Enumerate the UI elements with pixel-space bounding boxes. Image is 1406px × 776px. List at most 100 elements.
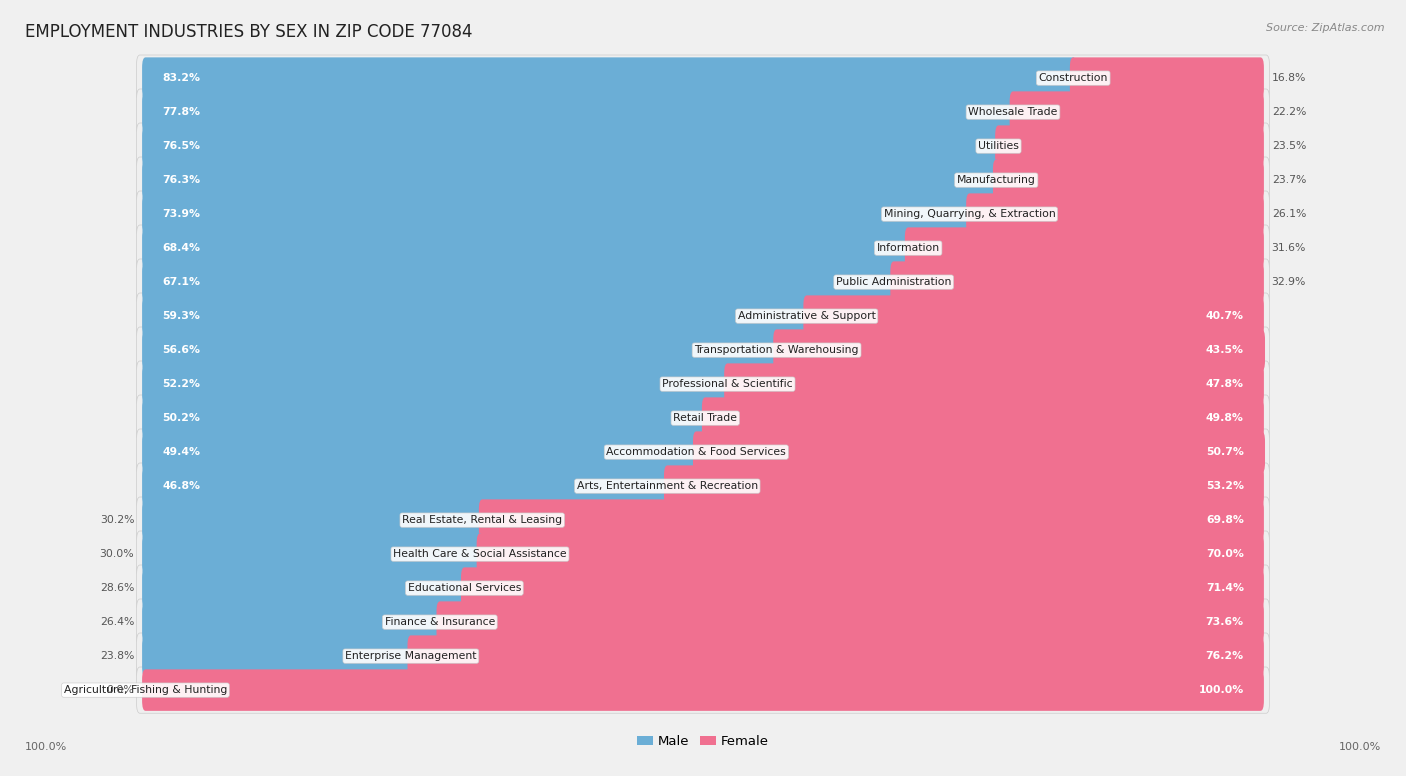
Text: 52.2%: 52.2% bbox=[162, 379, 200, 389]
FancyBboxPatch shape bbox=[142, 92, 1017, 133]
FancyBboxPatch shape bbox=[477, 533, 1264, 575]
Text: Retail Trade: Retail Trade bbox=[673, 413, 737, 423]
FancyBboxPatch shape bbox=[142, 296, 810, 337]
FancyBboxPatch shape bbox=[136, 633, 1270, 679]
Text: 50.7%: 50.7% bbox=[1206, 447, 1244, 457]
Text: 23.8%: 23.8% bbox=[100, 651, 135, 661]
Text: Accommodation & Food Services: Accommodation & Food Services bbox=[606, 447, 786, 457]
FancyBboxPatch shape bbox=[136, 395, 1270, 442]
FancyBboxPatch shape bbox=[890, 262, 1264, 303]
Text: Manufacturing: Manufacturing bbox=[957, 175, 1036, 185]
FancyBboxPatch shape bbox=[136, 463, 1270, 509]
FancyBboxPatch shape bbox=[142, 466, 671, 507]
Text: 28.6%: 28.6% bbox=[100, 583, 135, 593]
Text: Transportation & Warehousing: Transportation & Warehousing bbox=[695, 345, 859, 355]
FancyBboxPatch shape bbox=[136, 55, 1270, 101]
Text: 69.8%: 69.8% bbox=[1206, 515, 1244, 525]
FancyBboxPatch shape bbox=[142, 670, 1264, 711]
FancyBboxPatch shape bbox=[136, 157, 1270, 203]
Text: 50.2%: 50.2% bbox=[162, 413, 200, 423]
FancyBboxPatch shape bbox=[136, 327, 1270, 373]
Text: 71.4%: 71.4% bbox=[1206, 583, 1244, 593]
Text: Professional & Scientific: Professional & Scientific bbox=[662, 379, 793, 389]
FancyBboxPatch shape bbox=[142, 329, 780, 371]
Text: 16.8%: 16.8% bbox=[1271, 73, 1306, 83]
FancyBboxPatch shape bbox=[136, 191, 1270, 237]
FancyBboxPatch shape bbox=[142, 57, 1077, 99]
Text: Enterprise Management: Enterprise Management bbox=[344, 651, 477, 661]
Text: 49.4%: 49.4% bbox=[162, 447, 200, 457]
Text: 30.0%: 30.0% bbox=[100, 549, 135, 559]
FancyBboxPatch shape bbox=[408, 636, 1264, 677]
Text: Source: ZipAtlas.com: Source: ZipAtlas.com bbox=[1267, 23, 1385, 33]
Text: 76.5%: 76.5% bbox=[162, 141, 200, 151]
Text: 67.1%: 67.1% bbox=[162, 277, 200, 287]
Text: 0.0%: 0.0% bbox=[107, 685, 135, 695]
Text: Administrative & Support: Administrative & Support bbox=[738, 311, 876, 321]
FancyBboxPatch shape bbox=[142, 227, 911, 268]
Text: EMPLOYMENT INDUSTRIES BY SEX IN ZIP CODE 77084: EMPLOYMENT INDUSTRIES BY SEX IN ZIP CODE… bbox=[25, 23, 472, 41]
FancyBboxPatch shape bbox=[136, 667, 1270, 713]
FancyBboxPatch shape bbox=[136, 531, 1270, 577]
FancyBboxPatch shape bbox=[905, 227, 1264, 268]
FancyBboxPatch shape bbox=[702, 397, 1264, 439]
FancyBboxPatch shape bbox=[142, 431, 700, 473]
Text: Mining, Quarrying, & Extraction: Mining, Quarrying, & Extraction bbox=[883, 209, 1056, 219]
Text: Health Care & Social Assistance: Health Care & Social Assistance bbox=[394, 549, 567, 559]
Text: Utilities: Utilities bbox=[979, 141, 1019, 151]
FancyBboxPatch shape bbox=[479, 500, 1264, 541]
Text: Agriculture, Fishing & Hunting: Agriculture, Fishing & Hunting bbox=[63, 685, 228, 695]
Text: Real Estate, Rental & Leasing: Real Estate, Rental & Leasing bbox=[402, 515, 562, 525]
FancyBboxPatch shape bbox=[142, 500, 485, 541]
Text: 49.8%: 49.8% bbox=[1206, 413, 1244, 423]
Text: 56.6%: 56.6% bbox=[162, 345, 200, 355]
Text: 70.0%: 70.0% bbox=[1206, 549, 1244, 559]
FancyBboxPatch shape bbox=[142, 193, 973, 235]
Text: Public Administration: Public Administration bbox=[837, 277, 952, 287]
FancyBboxPatch shape bbox=[773, 329, 1265, 371]
FancyBboxPatch shape bbox=[136, 429, 1270, 475]
FancyBboxPatch shape bbox=[136, 497, 1270, 543]
FancyBboxPatch shape bbox=[142, 636, 415, 677]
Text: Finance & Insurance: Finance & Insurance bbox=[385, 617, 495, 627]
Text: Arts, Entertainment & Recreation: Arts, Entertainment & Recreation bbox=[576, 481, 758, 491]
Text: 23.7%: 23.7% bbox=[1271, 175, 1306, 185]
FancyBboxPatch shape bbox=[461, 567, 1264, 609]
Text: 73.9%: 73.9% bbox=[162, 209, 200, 219]
FancyBboxPatch shape bbox=[693, 431, 1265, 473]
FancyBboxPatch shape bbox=[142, 397, 709, 439]
Text: 76.3%: 76.3% bbox=[162, 175, 200, 185]
FancyBboxPatch shape bbox=[136, 565, 1270, 611]
Text: 68.4%: 68.4% bbox=[162, 243, 200, 253]
Text: 31.6%: 31.6% bbox=[1271, 243, 1306, 253]
Legend: Male, Female: Male, Female bbox=[631, 730, 775, 753]
FancyBboxPatch shape bbox=[142, 126, 1002, 167]
FancyBboxPatch shape bbox=[142, 567, 468, 609]
FancyBboxPatch shape bbox=[803, 296, 1264, 337]
FancyBboxPatch shape bbox=[142, 262, 897, 303]
FancyBboxPatch shape bbox=[136, 599, 1270, 645]
FancyBboxPatch shape bbox=[136, 361, 1270, 407]
FancyBboxPatch shape bbox=[1070, 57, 1264, 99]
FancyBboxPatch shape bbox=[136, 123, 1270, 169]
Text: 22.2%: 22.2% bbox=[1271, 107, 1306, 117]
Text: 53.2%: 53.2% bbox=[1206, 481, 1244, 491]
Text: 30.2%: 30.2% bbox=[100, 515, 135, 525]
Text: 46.8%: 46.8% bbox=[162, 481, 200, 491]
FancyBboxPatch shape bbox=[724, 363, 1264, 405]
Text: 26.4%: 26.4% bbox=[100, 617, 135, 627]
Text: Information: Information bbox=[876, 243, 939, 253]
Text: Educational Services: Educational Services bbox=[408, 583, 522, 593]
Text: 59.3%: 59.3% bbox=[162, 311, 200, 321]
FancyBboxPatch shape bbox=[436, 601, 1264, 643]
Text: 26.1%: 26.1% bbox=[1271, 209, 1306, 219]
FancyBboxPatch shape bbox=[136, 293, 1270, 339]
Text: Construction: Construction bbox=[1039, 73, 1108, 83]
Text: 83.2%: 83.2% bbox=[162, 73, 200, 83]
Text: 100.0%: 100.0% bbox=[1339, 742, 1381, 751]
FancyBboxPatch shape bbox=[142, 363, 731, 405]
Text: Wholesale Trade: Wholesale Trade bbox=[969, 107, 1057, 117]
Text: 40.7%: 40.7% bbox=[1206, 311, 1244, 321]
FancyBboxPatch shape bbox=[995, 126, 1264, 167]
FancyBboxPatch shape bbox=[1010, 92, 1264, 133]
